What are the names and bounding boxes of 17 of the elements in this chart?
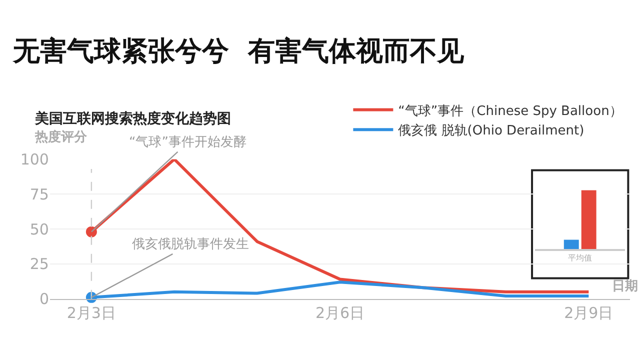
legend-label: “气球”事件（Chinese Spy Balloon） — [398, 104, 622, 119]
y-tick-label: 50 — [30, 220, 49, 238]
legend-label: 俄亥俄 脱轨(Ohio Derailment) — [398, 122, 584, 139]
x-tick-label: 2月6日 — [316, 304, 365, 322]
y-tick-label: 0 — [39, 290, 49, 308]
annotation: “气球”事件开始发酵 — [129, 135, 246, 150]
y-axis-title: 热度评分 — [34, 129, 88, 145]
y-tick-label: 25 — [30, 255, 49, 274]
chart-subtitle: 美国互联网搜索热度变化趋势图 — [34, 110, 231, 127]
x-tick-label: 2月3日 — [66, 304, 116, 322]
y-tick-label: 75 — [30, 185, 49, 204]
chart-title: 无害气球紧张兮兮 有害气体视而不见 — [12, 36, 465, 67]
annotation: 俄亥俄脱轨事件发生 — [132, 236, 249, 252]
x-tick-label: 平均值 — [568, 254, 592, 263]
x-tick-label: 2月9日 — [564, 304, 614, 322]
x-axis-title: 日期 — [612, 279, 638, 294]
y-tick-label: 100 — [20, 150, 49, 168]
